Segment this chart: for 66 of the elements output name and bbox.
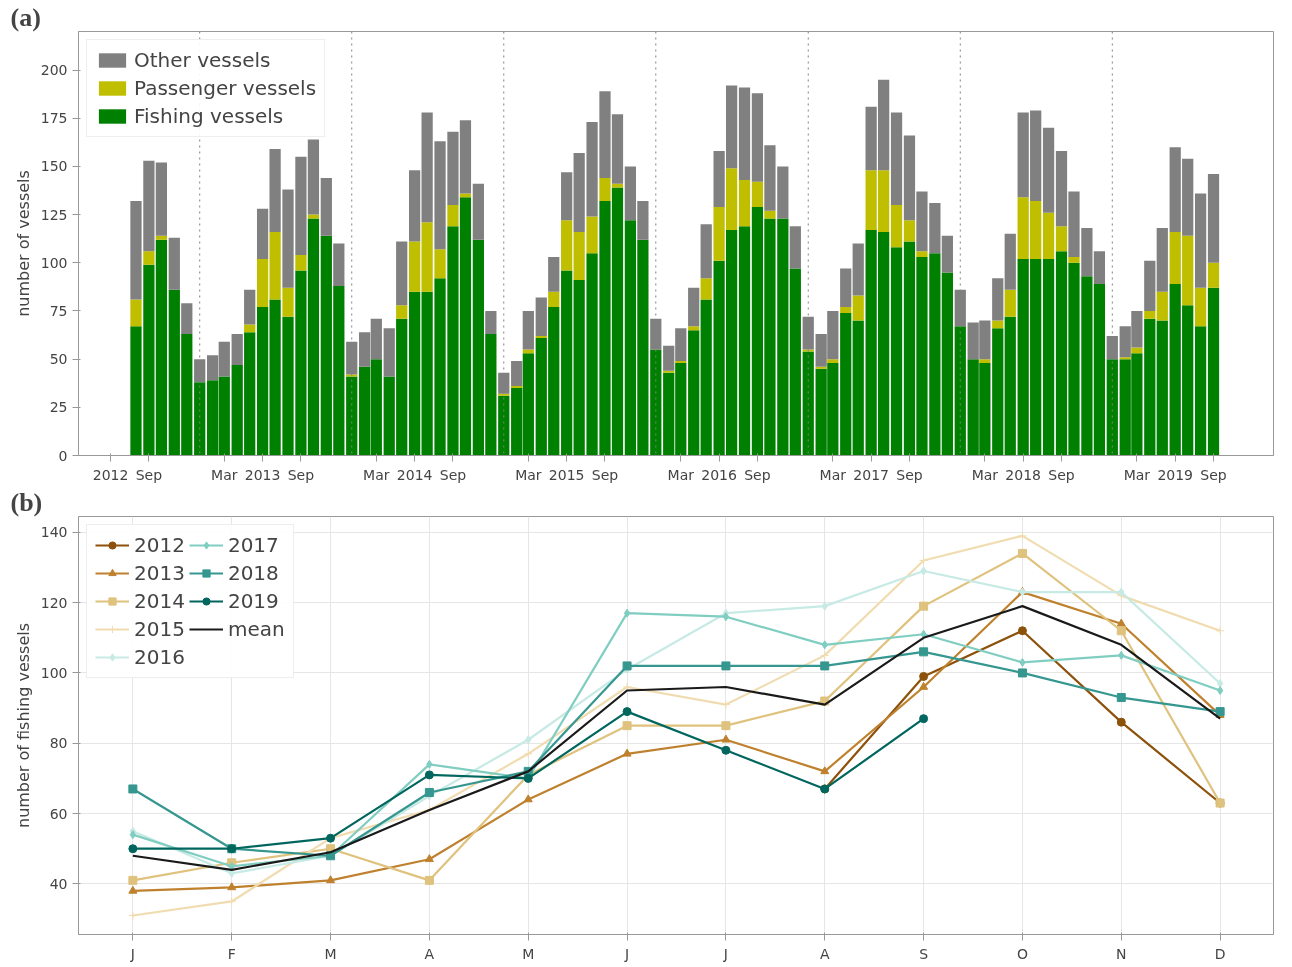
- x-tick-label: J: [624, 945, 630, 962]
- y-axis-title: number of fishing vessels: [13, 622, 33, 829]
- x-tick-label: Mar: [211, 466, 238, 483]
- legend-label: 2016: [134, 645, 185, 669]
- legend-label: mean: [227, 617, 285, 641]
- x-tick-label: N: [1116, 945, 1127, 962]
- y-tick-label: 60: [49, 805, 68, 822]
- y-tick-label: 80: [49, 735, 68, 752]
- y-tick-label: 25: [49, 399, 68, 416]
- x-tick-label: 2014: [396, 466, 433, 483]
- x-tick-label: 2018: [1005, 466, 1041, 483]
- legend-label: Other vessels: [134, 48, 271, 72]
- legend-label: 2012: [134, 533, 185, 557]
- x-tick-label: Sep: [744, 466, 771, 483]
- x-tick-label: Mar: [667, 466, 695, 483]
- legend-label: Fishing vessels: [134, 104, 284, 128]
- y-tick-label: 0: [58, 447, 68, 464]
- x-tick-label: Sep: [287, 466, 315, 483]
- y-tick-label: 125: [40, 206, 68, 223]
- x-tick-label: S: [919, 945, 929, 962]
- x-tick-label: Sep: [1048, 466, 1075, 483]
- x-tick-label: A: [424, 945, 435, 962]
- x-tick-label: 2017: [853, 466, 889, 483]
- legend-label: 2019: [227, 589, 279, 613]
- y-tick-label: 75: [49, 302, 68, 319]
- x-tick-label: 2012: [92, 466, 129, 483]
- y-tick-label: 140: [40, 524, 68, 541]
- x-tick-label: M: [522, 945, 535, 962]
- x-tick-label: 2015: [548, 466, 585, 483]
- y-tick-label: 100: [40, 664, 68, 681]
- x-tick-label: J: [722, 945, 728, 962]
- y-tick-label: 175: [40, 110, 68, 127]
- x-tick-label: M: [324, 945, 337, 962]
- y-tick-label: 200: [40, 62, 68, 79]
- x-tick-label: Sep: [439, 466, 467, 483]
- x-tick-label: F: [227, 945, 236, 962]
- chart-title: (b): [10, 487, 43, 517]
- x-tick-label: Mar: [515, 466, 542, 483]
- chart-title: (a): [10, 2, 41, 32]
- legend-label: 2018: [227, 561, 279, 585]
- x-tick-label: A: [819, 945, 830, 962]
- y-tick-label: 50: [49, 351, 68, 368]
- x-tick-label: 2019: [1157, 466, 1194, 483]
- y-tick-label: 150: [40, 158, 68, 175]
- legend-label: Passenger vessels: [134, 76, 317, 100]
- x-tick-label: Mar: [363, 466, 390, 483]
- y-axis-title: number of vessels: [13, 170, 33, 317]
- y-tick-label: 120: [40, 594, 68, 611]
- y-tick-label: 40: [49, 875, 68, 892]
- x-tick-label: D: [1214, 945, 1226, 962]
- x-tick-label: 2016: [701, 466, 738, 483]
- x-tick-label: Sep: [135, 466, 163, 483]
- x-tick-label: Sep: [591, 466, 619, 483]
- legend-label: 2015: [134, 617, 185, 641]
- x-tick-label: Sep: [896, 466, 923, 483]
- x-tick-label: 2013: [244, 466, 281, 483]
- legend-label: 2013: [134, 561, 185, 585]
- x-tick-label: O: [1016, 945, 1028, 962]
- legend-label: 2017: [227, 533, 279, 557]
- y-tick-label: 100: [40, 254, 68, 271]
- x-tick-label: Mar: [819, 466, 847, 483]
- x-tick-label: Mar: [971, 466, 999, 483]
- legend-label: 2014: [134, 589, 185, 613]
- x-tick-label: Sep: [1200, 466, 1227, 483]
- x-tick-label: J: [129, 945, 135, 962]
- x-tick-label: Mar: [1123, 466, 1151, 483]
